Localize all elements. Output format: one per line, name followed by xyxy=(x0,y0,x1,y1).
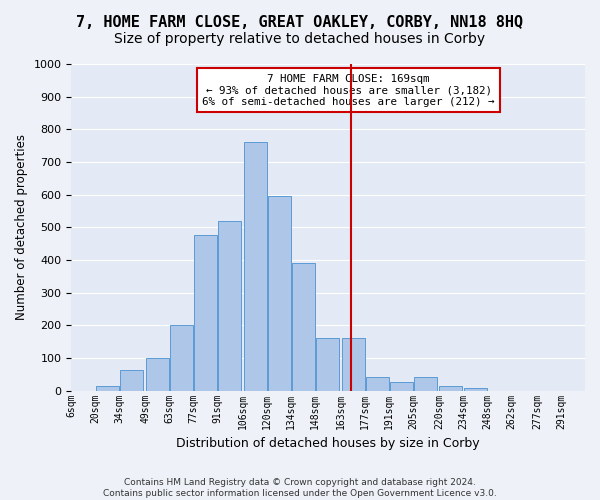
Text: 7 HOME FARM CLOSE: 169sqm
← 93% of detached houses are smaller (3,182)
6% of sem: 7 HOME FARM CLOSE: 169sqm ← 93% of detac… xyxy=(202,74,495,107)
Bar xyxy=(218,221,241,390)
Bar xyxy=(244,142,266,390)
Bar xyxy=(292,263,315,390)
Y-axis label: Number of detached properties: Number of detached properties xyxy=(15,134,28,320)
Bar xyxy=(316,338,339,390)
Bar xyxy=(439,386,463,390)
Bar xyxy=(464,388,487,390)
Bar xyxy=(120,370,143,390)
Text: 7, HOME FARM CLOSE, GREAT OAKLEY, CORBY, NN18 8HQ: 7, HOME FARM CLOSE, GREAT OAKLEY, CORBY,… xyxy=(76,15,524,30)
Bar xyxy=(389,382,413,390)
Text: Size of property relative to detached houses in Corby: Size of property relative to detached ho… xyxy=(115,32,485,46)
Bar xyxy=(146,358,169,390)
Text: Contains HM Land Registry data © Crown copyright and database right 2024.
Contai: Contains HM Land Registry data © Crown c… xyxy=(103,478,497,498)
Bar xyxy=(268,196,290,390)
Bar xyxy=(194,236,217,390)
Bar xyxy=(365,377,389,390)
Bar xyxy=(170,326,193,390)
X-axis label: Distribution of detached houses by size in Corby: Distribution of detached houses by size … xyxy=(176,437,480,450)
Bar xyxy=(414,376,437,390)
Bar xyxy=(341,338,365,390)
Bar xyxy=(96,386,119,390)
